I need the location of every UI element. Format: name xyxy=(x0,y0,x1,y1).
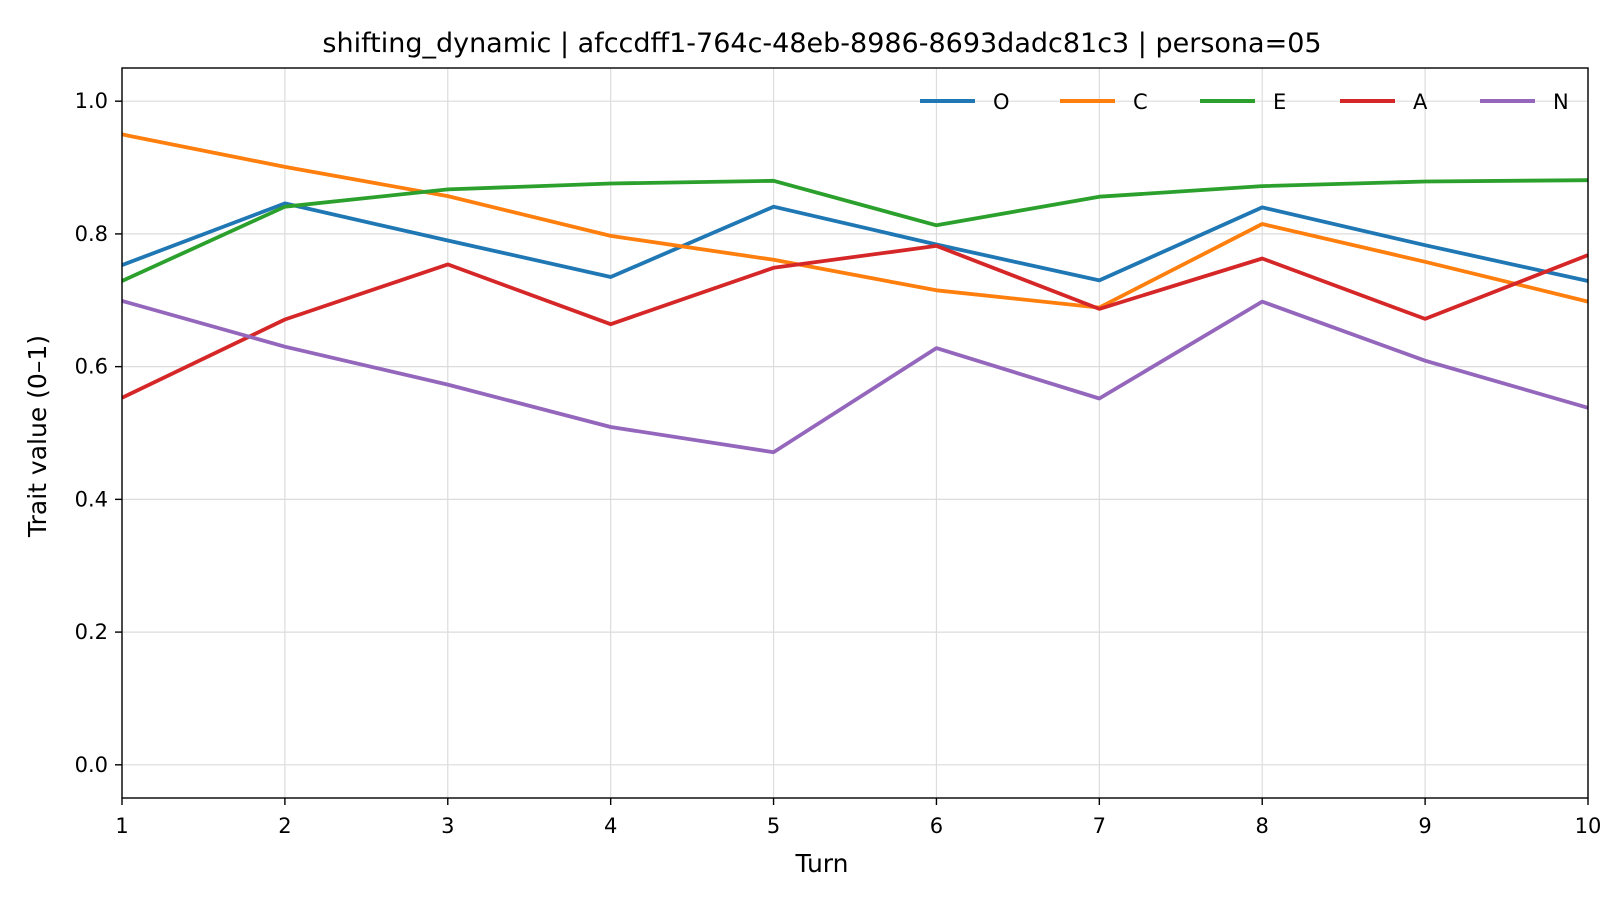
x-tick-label: 2 xyxy=(278,814,291,838)
legend-label-e: E xyxy=(1273,90,1286,114)
x-tick-label: 8 xyxy=(1256,814,1269,838)
series-line-n xyxy=(121,299,1589,455)
y-axis-label: Trait value (0–1) xyxy=(23,335,52,538)
series-line-a xyxy=(121,243,1589,400)
legend-label-a: A xyxy=(1413,90,1428,114)
series-line-o xyxy=(121,201,1589,283)
y-tick-label: 0.8 xyxy=(75,222,108,246)
axis-ticks: 1 2 3 4 5 6 7 8 9 10 0.0 0.2 0.4 0.6 0.8 1.0 xyxy=(75,89,1602,838)
plot-frame xyxy=(121,67,1589,799)
y-tick-label: 0.6 xyxy=(75,355,108,379)
legend-label-o: O xyxy=(993,90,1010,114)
y-tick-label: 1.0 xyxy=(75,89,108,113)
series-line-c xyxy=(121,132,1589,310)
x-axis-label: Turn xyxy=(794,849,848,878)
legend-label-c: C xyxy=(1133,90,1148,114)
chart-title: shifting_dynamic | afccdff1-764c-48eb-89… xyxy=(322,28,1321,59)
x-tick-label: 10 xyxy=(1575,814,1602,838)
y-tick-label: 0.0 xyxy=(75,753,108,777)
x-tick-label: 3 xyxy=(441,814,454,838)
series-line-e xyxy=(121,178,1589,283)
x-tick-label: 4 xyxy=(604,814,617,838)
legend-label-n: N xyxy=(1553,90,1569,114)
series-lines xyxy=(121,132,1589,455)
x-tick-label: 9 xyxy=(1418,814,1431,838)
y-tick-label: 0.4 xyxy=(75,487,108,511)
x-tick-label: 1 xyxy=(115,814,128,838)
x-tick-label: 6 xyxy=(930,814,943,838)
x-tick-label: 5 xyxy=(767,814,780,838)
y-tick-label: 0.2 xyxy=(75,620,108,644)
x-tick-label: 7 xyxy=(1093,814,1106,838)
